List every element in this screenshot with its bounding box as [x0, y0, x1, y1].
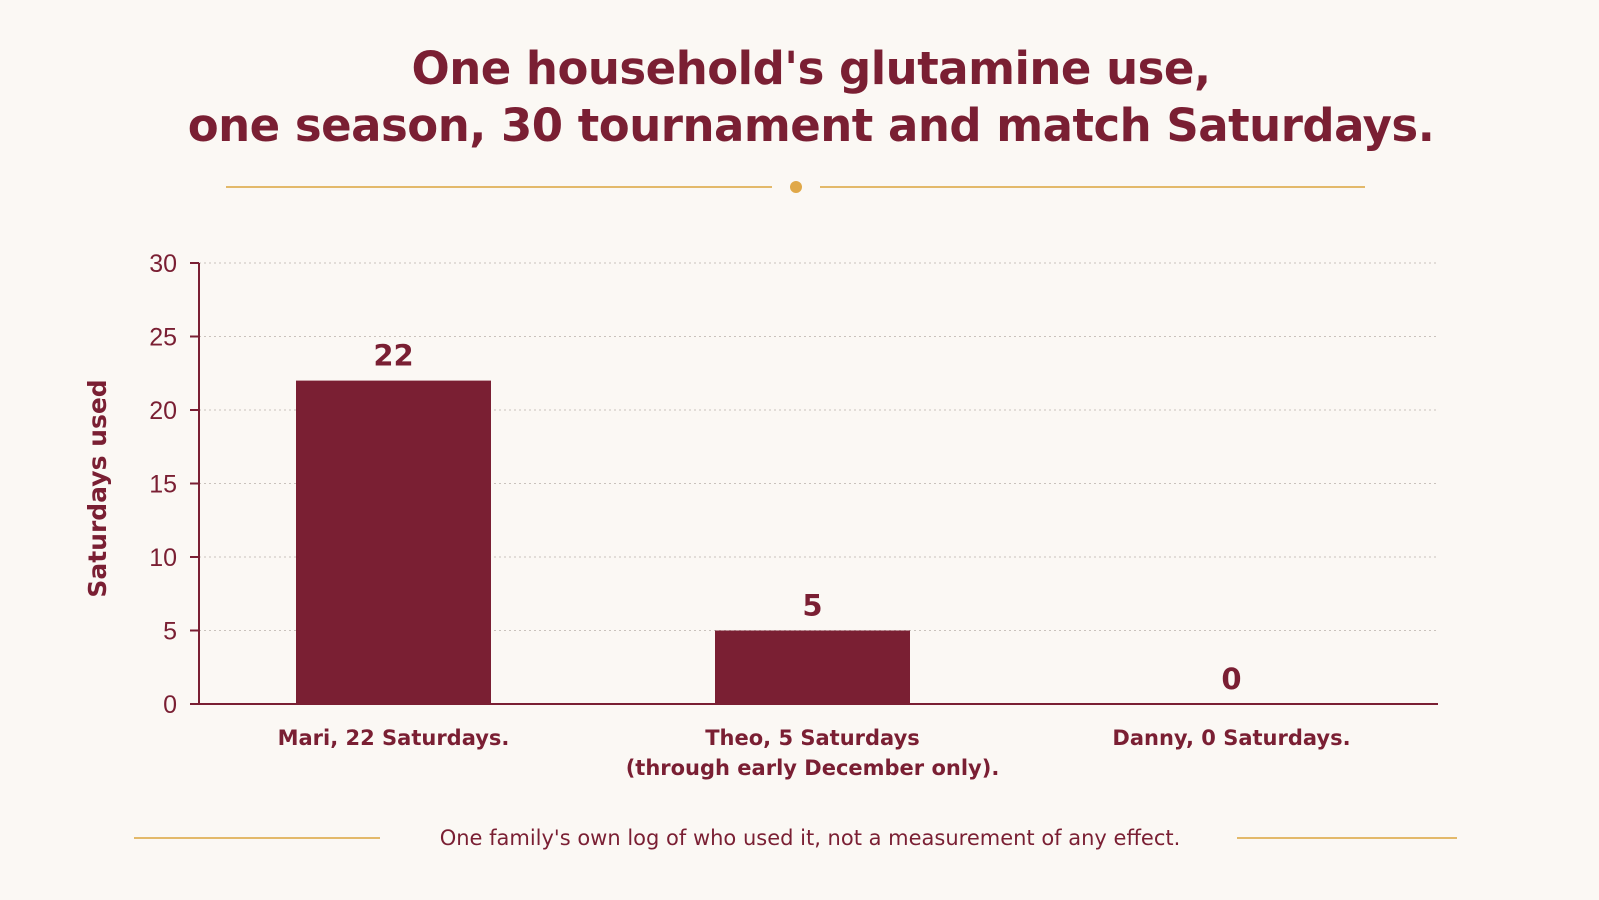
y-tick-label-25: 25	[149, 324, 177, 352]
x-category-label-2-line-0: Danny, 0 Saturdays.	[1112, 726, 1350, 750]
footnote-rule-right	[1237, 837, 1457, 839]
title-divider-left	[226, 186, 772, 188]
title-divider-right	[820, 186, 1365, 188]
y-tick-label-0: 0	[163, 691, 177, 719]
chart-title-line-2: one season, 30 tournament and match Satu…	[187, 99, 1435, 152]
bar-0	[296, 380, 491, 704]
bar-value-label-0: 22	[373, 339, 413, 373]
y-tick-label-20: 20	[149, 397, 177, 425]
y-tick-label-10: 10	[149, 544, 177, 572]
footnote-rule-left	[134, 837, 380, 839]
labels: 0 5 10 15 20 25 30 22 Mari, 22 Saturdays. 5 Theo, …	[83, 250, 1351, 780]
bar-value-label-2: 0	[1221, 662, 1241, 696]
x-category-label-0-line-0: Mari, 22 Saturdays.	[278, 726, 510, 750]
y-tick-label-15: 15	[149, 471, 177, 499]
y-tick-label-5: 5	[163, 618, 177, 646]
axes	[190, 262, 1438, 705]
x-category-label-1-line-0: Theo, 5 Saturdays	[705, 726, 920, 750]
bar-value-label-1: 5	[802, 589, 822, 623]
y-tick-label-30: 30	[149, 250, 177, 278]
bars	[296, 380, 910, 704]
chart-title-line-1: One household's glutamine use,	[411, 42, 1211, 95]
title-divider-dot	[790, 181, 802, 193]
x-category-label-1-line-1: (through early December only).	[626, 756, 1000, 780]
footnote: One family's own log of who used it, not…	[439, 826, 1181, 850]
bar-1	[715, 630, 910, 704]
y-axis-label: Saturdays used	[83, 379, 112, 597]
